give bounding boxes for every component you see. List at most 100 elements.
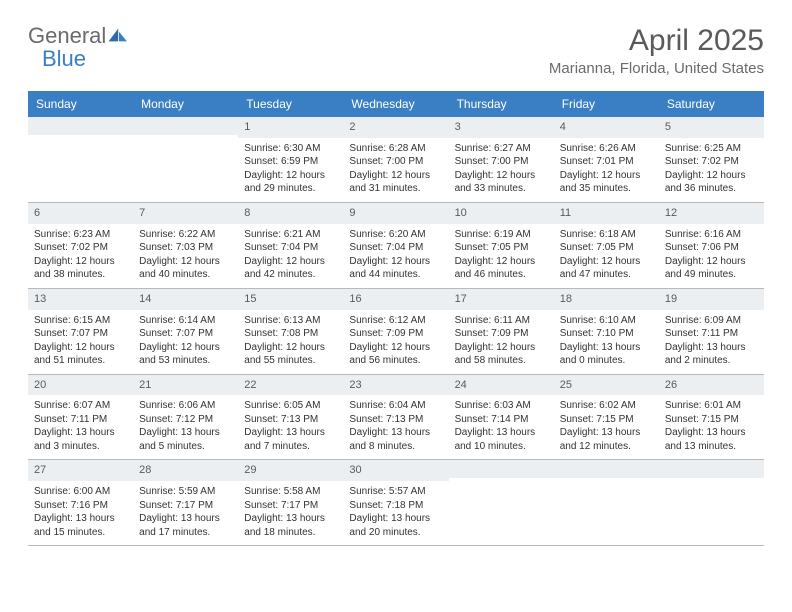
sunrise-line: Sunrise: 6:06 AM [139, 399, 232, 413]
day-number: 27 [28, 460, 133, 481]
sunset-line: Sunset: 7:01 PM [560, 155, 653, 169]
day-cell: 15Sunrise: 6:13 AMSunset: 7:08 PMDayligh… [238, 289, 343, 374]
sunset-line: Sunset: 7:11 PM [34, 413, 127, 427]
day-number: 7 [133, 203, 238, 224]
brand-logo: GeneralBlue [28, 24, 131, 70]
sunset-line: Sunset: 7:10 PM [560, 327, 653, 341]
sunset-line: Sunset: 7:17 PM [139, 499, 232, 513]
day-body: Sunrise: 6:15 AMSunset: 7:07 PMDaylight:… [28, 310, 133, 374]
sunset-line: Sunset: 7:15 PM [665, 413, 758, 427]
day-body: Sunrise: 6:21 AMSunset: 7:04 PMDaylight:… [238, 224, 343, 288]
sunrise-line: Sunrise: 6:13 AM [244, 314, 337, 328]
sunset-line: Sunset: 7:12 PM [139, 413, 232, 427]
sunrise-line: Sunrise: 6:10 AM [560, 314, 653, 328]
day-cell: 22Sunrise: 6:05 AMSunset: 7:13 PMDayligh… [238, 375, 343, 460]
weekday-header: Tuesday [238, 91, 343, 117]
weekday-header: Sunday [28, 91, 133, 117]
daylight-line: Daylight: 12 hours and 58 minutes. [455, 341, 548, 368]
day-cell: 4Sunrise: 6:26 AMSunset: 7:01 PMDaylight… [554, 117, 659, 202]
day-number: 18 [554, 289, 659, 310]
day-number: 26 [659, 375, 764, 396]
sunset-line: Sunset: 7:00 PM [349, 155, 442, 169]
day-number: 15 [238, 289, 343, 310]
sunset-line: Sunset: 7:16 PM [34, 499, 127, 513]
sunset-line: Sunset: 7:03 PM [139, 241, 232, 255]
sunrise-line: Sunrise: 6:00 AM [34, 485, 127, 499]
daylight-line: Daylight: 13 hours and 2 minutes. [665, 341, 758, 368]
sunrise-line: Sunrise: 6:01 AM [665, 399, 758, 413]
sunrise-line: Sunrise: 6:05 AM [244, 399, 337, 413]
day-body: Sunrise: 6:09 AMSunset: 7:11 PMDaylight:… [659, 310, 764, 374]
sunrise-line: Sunrise: 6:28 AM [349, 142, 442, 156]
day-number: 14 [133, 289, 238, 310]
sunset-line: Sunset: 7:06 PM [665, 241, 758, 255]
day-number [28, 117, 133, 135]
day-cell: 12 Sunrise: 6:16 AMSunset: 7:06 PMDayligh… [659, 203, 764, 288]
day-number: 24 [449, 375, 554, 396]
day-cell: 17Sunrise: 6:11 AMSunset: 7:09 PMDayligh… [449, 289, 554, 374]
empty-cell [133, 117, 238, 202]
calendar-grid: SundayMondayTuesdayWednesdayThursdayFrid… [28, 91, 764, 546]
day-number [554, 460, 659, 478]
daylight-line: Daylight: 13 hours and 20 minutes. [349, 512, 442, 539]
sunset-line: Sunset: 7:15 PM [560, 413, 653, 427]
day-body: Sunrise: 6:20 AMSunset: 7:04 PMDaylight:… [343, 224, 448, 288]
daylight-line: Daylight: 12 hours and 53 minutes. [139, 341, 232, 368]
sunrise-line: Sunrise: 6:25 AM [665, 142, 758, 156]
day-number: 2 [343, 117, 448, 138]
empty-cell [554, 460, 659, 545]
weekday-header: Thursday [449, 91, 554, 117]
daylight-line: Daylight: 12 hours and 47 minutes. [560, 255, 653, 282]
day-cell: 8Sunrise: 6:21 AMSunset: 7:04 PMDaylight… [238, 203, 343, 288]
day-number: 19 [659, 289, 764, 310]
day-cell: 30Sunrise: 5:57 AMSunset: 7:18 PMDayligh… [343, 460, 448, 545]
daylight-line: Daylight: 13 hours and 13 minutes. [665, 426, 758, 453]
sunrise-line: Sunrise: 6:26 AM [560, 142, 653, 156]
day-number: 28 [133, 460, 238, 481]
day-number: 6 [28, 203, 133, 224]
brand-sail-icon [107, 24, 131, 47]
daylight-line: Daylight: 13 hours and 5 minutes. [139, 426, 232, 453]
daylight-line: Daylight: 13 hours and 8 minutes. [349, 426, 442, 453]
sunrise-line: Sunrise: 6:16 AM [665, 228, 758, 242]
page-header: GeneralBlue April 2025 Marianna, Florida… [28, 24, 764, 77]
sunset-line: Sunset: 7:17 PM [244, 499, 337, 513]
sunset-line: Sunset: 7:05 PM [560, 241, 653, 255]
day-body [449, 478, 554, 528]
day-body: Sunrise: 6:28 AMSunset: 7:00 PMDaylight:… [343, 138, 448, 202]
sunrise-line: Sunrise: 6:02 AM [560, 399, 653, 413]
sunrise-line: Sunrise: 6:21 AM [244, 228, 337, 242]
day-number: 25 [554, 375, 659, 396]
sunrise-line: Sunrise: 6:18 AM [560, 228, 653, 242]
sunset-line: Sunset: 7:05 PM [455, 241, 548, 255]
day-body: Sunrise: 5:57 AMSunset: 7:18 PMDaylight:… [343, 481, 448, 545]
sunset-line: Sunset: 7:04 PM [349, 241, 442, 255]
sunset-line: Sunset: 7:18 PM [349, 499, 442, 513]
day-number: 12 [659, 203, 764, 224]
sunrise-line: Sunrise: 6:20 AM [349, 228, 442, 242]
daylight-line: Daylight: 12 hours and 46 minutes. [455, 255, 548, 282]
day-body: Sunrise: 6:22 AMSunset: 7:03 PMDaylight:… [133, 224, 238, 288]
daylight-line: Daylight: 13 hours and 12 minutes. [560, 426, 653, 453]
daylight-line: Daylight: 13 hours and 18 minutes. [244, 512, 337, 539]
day-number: 17 [449, 289, 554, 310]
daylight-line: Daylight: 13 hours and 15 minutes. [34, 512, 127, 539]
day-cell: 27 Sunrise: 6:00 AMSunset: 7:16 PMDayligh… [28, 460, 133, 545]
day-number: 1 [238, 117, 343, 138]
day-body: Sunrise: 6:19 AMSunset: 7:05 PMDaylight:… [449, 224, 554, 288]
day-cell: 14Sunrise: 6:14 AMSunset: 7:07 PMDayligh… [133, 289, 238, 374]
sunrise-line: Sunrise: 6:12 AM [349, 314, 442, 328]
day-cell: 24Sunrise: 6:03 AMSunset: 7:14 PMDayligh… [449, 375, 554, 460]
day-body: Sunrise: 6:05 AMSunset: 7:13 PMDaylight:… [238, 395, 343, 459]
daylight-line: Daylight: 12 hours and 35 minutes. [560, 169, 653, 196]
empty-cell [659, 460, 764, 545]
day-number: 23 [343, 375, 448, 396]
day-body: Sunrise: 5:58 AMSunset: 7:17 PMDaylight:… [238, 481, 343, 545]
location-text: Marianna, Florida, United States [549, 60, 764, 77]
daylight-line: Daylight: 12 hours and 49 minutes. [665, 255, 758, 282]
daylight-line: Daylight: 13 hours and 7 minutes. [244, 426, 337, 453]
day-number: 10 [449, 203, 554, 224]
sunrise-line: Sunrise: 5:58 AM [244, 485, 337, 499]
brand-part1: General [28, 23, 106, 48]
day-body: Sunrise: 6:07 AMSunset: 7:11 PMDaylight:… [28, 395, 133, 459]
